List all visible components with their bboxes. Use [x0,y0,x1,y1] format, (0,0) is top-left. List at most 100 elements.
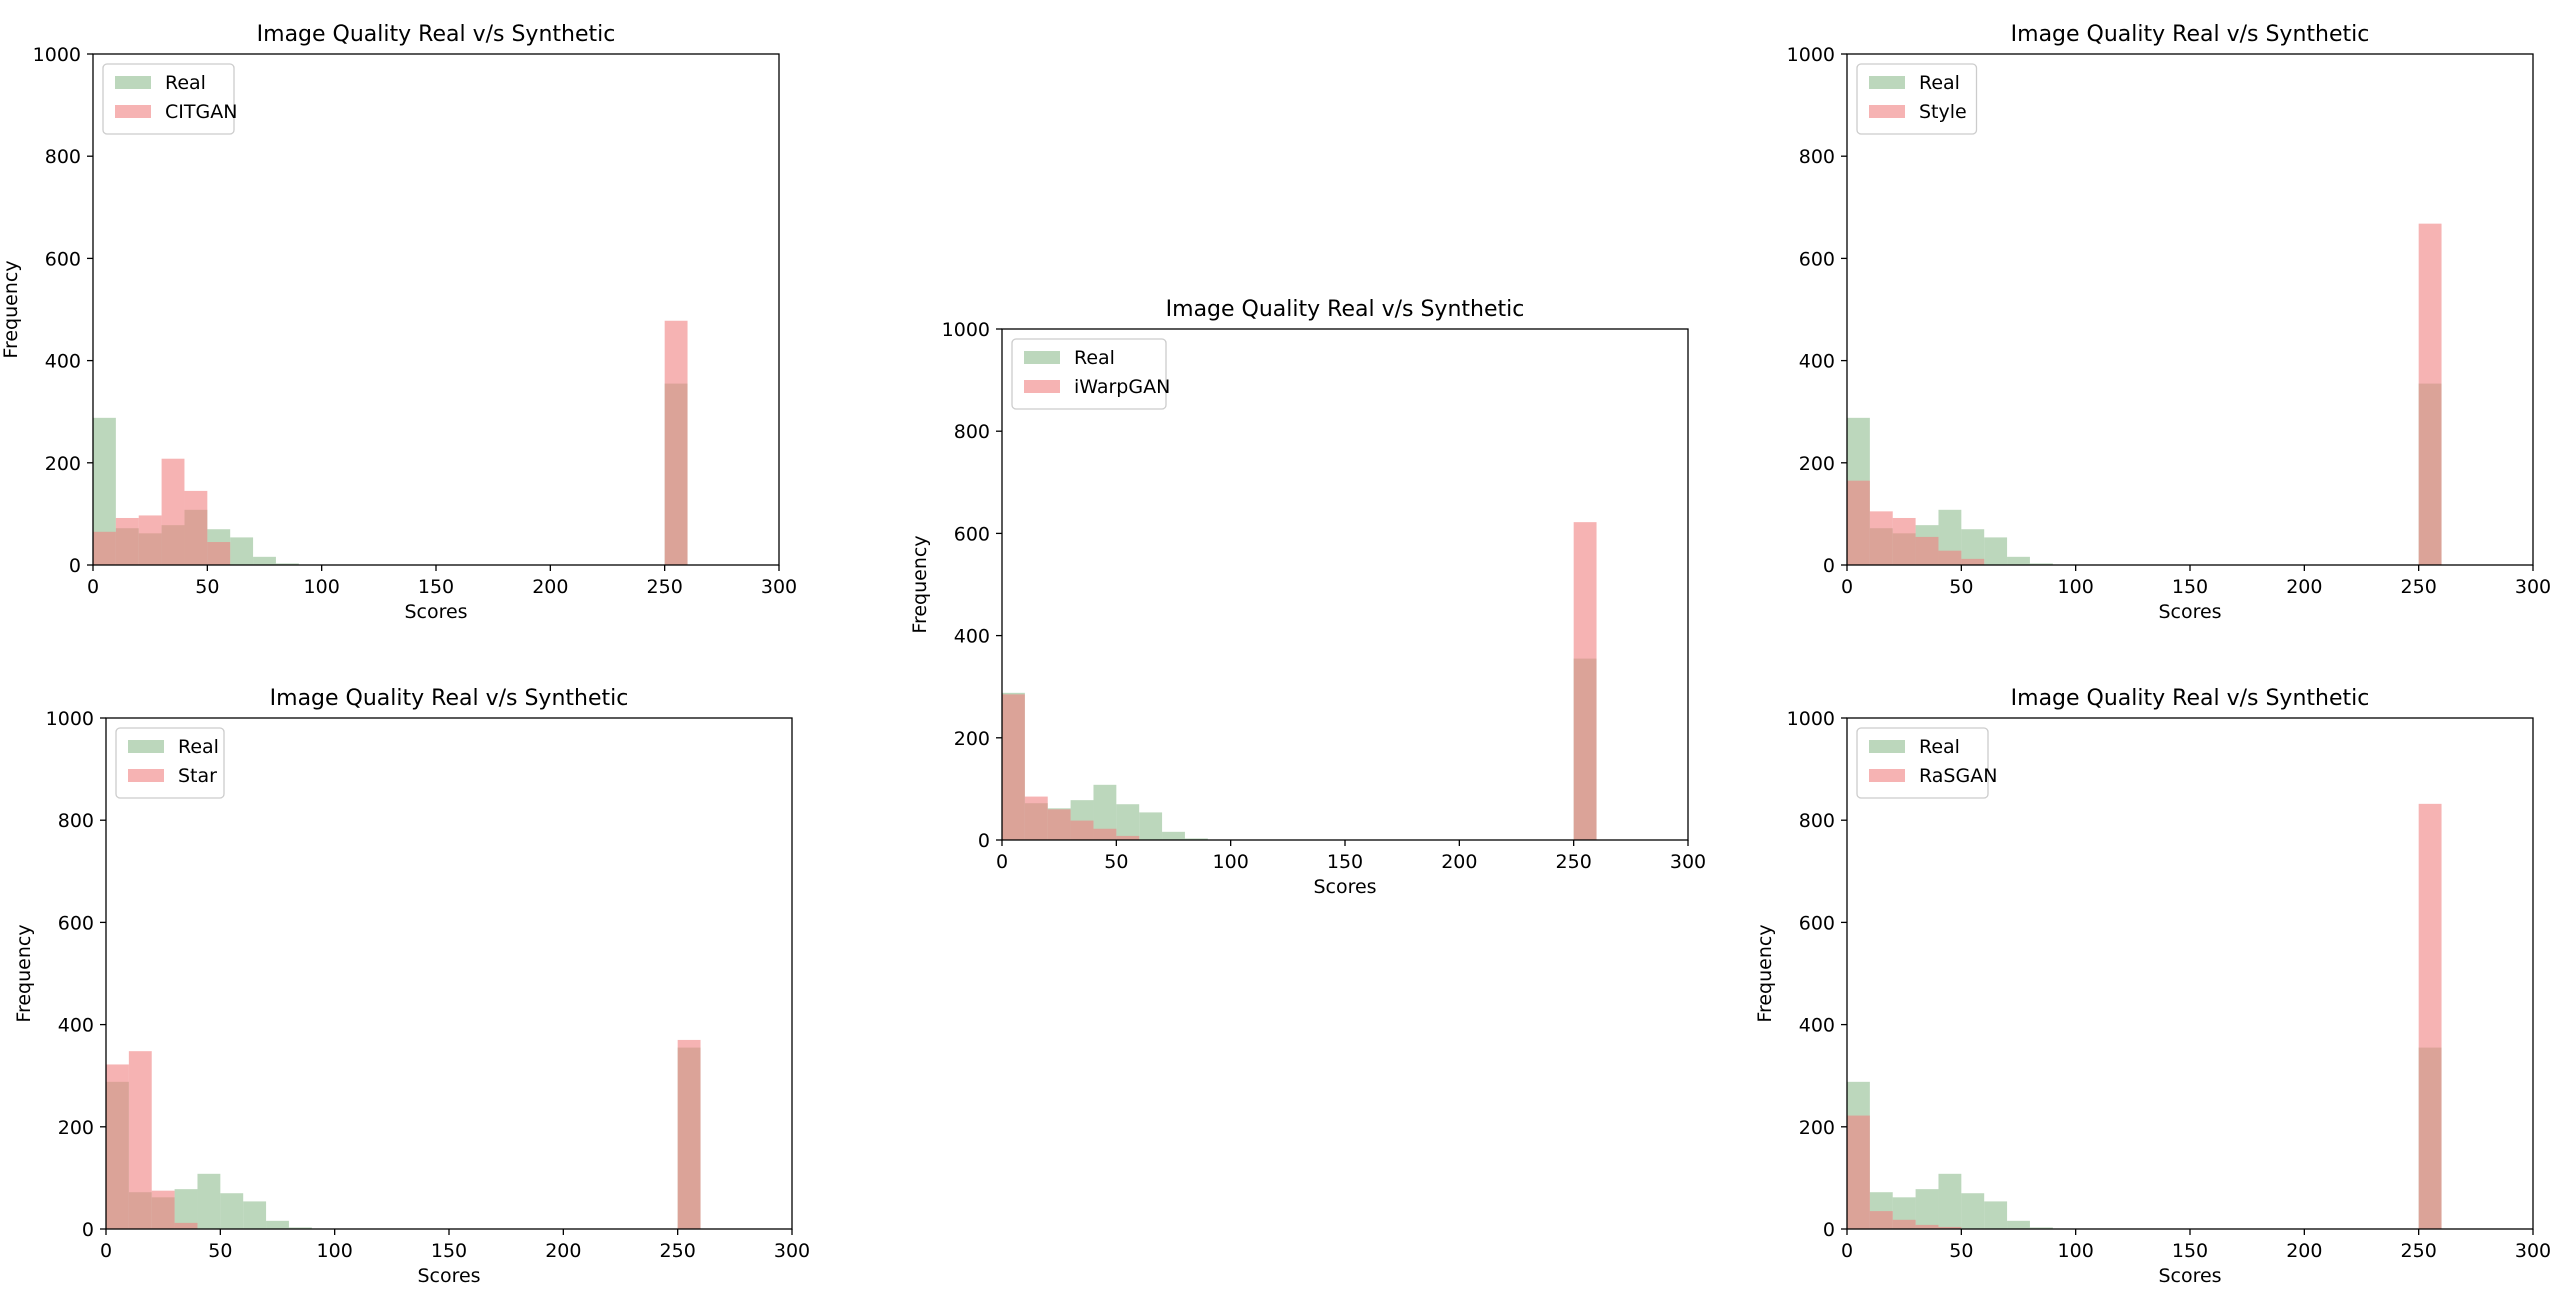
y-tick-label: 200 [1799,1117,1835,1139]
x-tick-label: 100 [2058,1240,2094,1262]
bar-real-0 [93,417,116,565]
x-tick-label: 100 [317,1240,353,1262]
bar-real-40 [1938,1173,1962,1229]
bar-real-40 [1093,784,1117,840]
bar-real-60 [230,537,254,565]
x-tick-label: 200 [545,1240,581,1262]
bar-real-30 [1915,1189,1939,1229]
bar-real-80 [275,563,299,565]
bar-style-10 [1869,511,1893,565]
bar-style-50 [1961,558,1985,565]
y-tick-label: 800 [1799,146,1835,168]
x-axis-label: Scores [2158,1265,2221,1287]
bar-real-50 [220,1193,244,1229]
bar-real-80 [2029,563,2053,565]
x-tick-label: 0 [1841,576,1853,598]
series-real [1847,1047,2442,1229]
y-tick-label: 1000 [33,44,81,66]
bar-real-70 [253,556,276,565]
chart-star: 0 50 100 150 200 250 300 0 200 400 600 800 1000 Image… [13,686,810,1287]
y-tick-label: 0 [82,1219,94,1241]
legend-swatch-real [115,76,151,89]
x-tick-label: 0 [996,851,1008,873]
y-tick-label: 0 [1823,1219,1835,1241]
bar-real-60 [1984,1201,2008,1229]
x-tick-label: 0 [100,1240,112,1262]
bar-iwarpgan-20 [1047,809,1071,840]
y-axis-label: Frequency [909,535,931,633]
series-style [1847,223,2442,566]
x-axis-label: Scores [2158,601,2221,623]
chart-title: Image Quality Real v/s Synthetic [2011,686,2370,711]
bar-rasgan-250 [2418,803,2442,1229]
x-tick-label: 50 [208,1240,232,1262]
y-tick-label: 600 [45,248,81,270]
bar-iwarpgan-30 [1070,820,1094,840]
bar-real-80 [288,1227,312,1229]
legend-swatch-real [1869,740,1905,753]
x-tick-label: 150 [2172,1240,2208,1262]
bar-rasgan-10 [1869,1211,1893,1229]
y-tick-label: 1000 [46,708,94,730]
x-tick-label: 50 [1949,1240,1973,1262]
legend-label: Style [1919,101,1967,123]
x-tick-label: 150 [418,576,454,598]
chart-style: 0 50 100 150 200 250 300 0 200 400 600 800 1000 Image… [1787,22,2551,623]
bar-star-20 [151,1190,175,1229]
bar-citgan-40 [184,490,208,565]
bar-style-0 [1847,480,1870,565]
chart-iwarpgan: 0 50 100 150 200 250 300 0 200 400 600 800 1000 Image… [909,297,1706,898]
x-tick-label: 250 [1556,851,1592,873]
chart-title: Image Quality Real v/s Synthetic [257,22,616,47]
legend-swatch-citgan [115,105,151,118]
legend-label: Real [178,736,219,758]
bar-star-10 [128,1051,152,1229]
legend-swatch-style [1869,105,1905,118]
x-tick-label: 200 [532,576,568,598]
x-tick-label: 0 [1841,1240,1853,1262]
y-tick-label: 800 [954,421,990,443]
x-tick-label: 150 [431,1240,467,1262]
x-tick-label: 200 [2286,576,2322,598]
y-axis-label: Frequency [1754,924,1776,1022]
legend-label: Real [165,72,206,94]
series-real [106,1047,701,1229]
bar-style-40 [1938,550,1962,565]
x-axis-label: Scores [1313,876,1376,898]
legend-label: Real [1919,72,1960,94]
x-tick-label: 200 [1441,851,1477,873]
x-tick-label: 250 [2401,1240,2437,1262]
legend-label: iWarpGAN [1074,376,1170,398]
bar-real-70 [266,1220,289,1229]
x-tick-label: 50 [1104,851,1128,873]
bar-iwarpgan-10 [1024,796,1048,840]
bar-citgan-10 [115,517,139,565]
series-real [1002,658,1597,840]
x-tick-label: 300 [2515,1240,2551,1262]
x-tick-label: 300 [2515,576,2551,598]
x-tick-label: 0 [87,576,99,598]
y-axis-label: Frequency [0,260,22,358]
bar-star-0 [106,1064,129,1229]
bar-rasgan-0 [1847,1115,1870,1229]
y-tick-label: 600 [58,912,94,934]
y-tick-label: 600 [1799,248,1835,270]
series-rasgan [1847,803,2442,1229]
bar-real-60 [1139,812,1163,840]
legend-label: CITGAN [165,101,237,123]
y-tick-label: 800 [1799,810,1835,832]
bar-style-250 [2418,223,2442,566]
bar-real-80 [2029,1227,2053,1229]
bar-real-50 [1961,529,1985,565]
series-citgan [93,320,688,565]
bar-citgan-50 [207,542,231,565]
y-tick-label: 1000 [942,319,990,341]
bar-citgan-0 [93,531,116,565]
y-tick-label: 200 [1799,453,1835,475]
y-tick-label: 200 [45,453,81,475]
y-tick-label: 1000 [1787,708,1835,730]
bar-iwarpgan-40 [1093,828,1117,840]
y-tick-label: 0 [69,555,81,577]
x-tick-label: 250 [647,576,683,598]
chart-title: Image Quality Real v/s Synthetic [1166,297,1525,322]
